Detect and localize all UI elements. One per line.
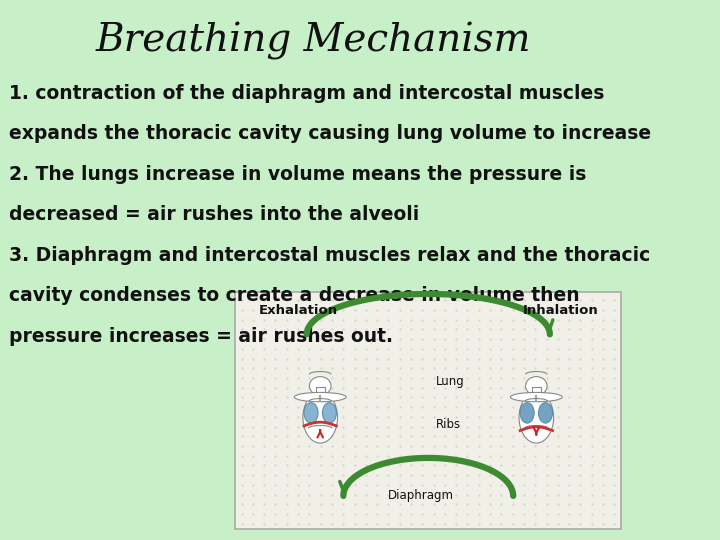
- Text: Inhalation: Inhalation: [522, 304, 598, 317]
- Ellipse shape: [520, 403, 534, 423]
- Ellipse shape: [304, 403, 318, 423]
- Text: Ribs: Ribs: [436, 418, 461, 431]
- Text: Exhalation: Exhalation: [258, 304, 338, 317]
- FancyBboxPatch shape: [235, 292, 621, 529]
- Ellipse shape: [294, 393, 346, 402]
- Ellipse shape: [519, 392, 554, 443]
- Bar: [316, 387, 325, 396]
- Ellipse shape: [323, 403, 336, 423]
- Text: Breathing Mechanism: Breathing Mechanism: [96, 22, 531, 59]
- Text: Lung: Lung: [436, 375, 464, 388]
- Text: 1. contraction of the diaphragm and intercostal muscles: 1. contraction of the diaphragm and inte…: [9, 84, 605, 103]
- Text: 2. The lungs increase in volume means the pressure is: 2. The lungs increase in volume means th…: [9, 165, 587, 184]
- Bar: [532, 387, 541, 396]
- Circle shape: [526, 376, 547, 395]
- Ellipse shape: [303, 392, 338, 443]
- Text: pressure increases = air rushes out.: pressure increases = air rushes out.: [9, 327, 393, 346]
- Text: Diaphragm: Diaphragm: [387, 489, 454, 502]
- Text: cavity condenses to create a decrease in volume then: cavity condenses to create a decrease in…: [9, 286, 580, 305]
- Ellipse shape: [510, 393, 562, 402]
- Text: decreased = air rushes into the alveoli: decreased = air rushes into the alveoli: [9, 205, 420, 224]
- Text: 3. Diaphragm and intercostal muscles relax and the thoracic: 3. Diaphragm and intercostal muscles rel…: [9, 246, 651, 265]
- Ellipse shape: [539, 403, 552, 423]
- Circle shape: [310, 376, 331, 395]
- Text: expands the thoracic cavity causing lung volume to increase: expands the thoracic cavity causing lung…: [9, 124, 652, 143]
